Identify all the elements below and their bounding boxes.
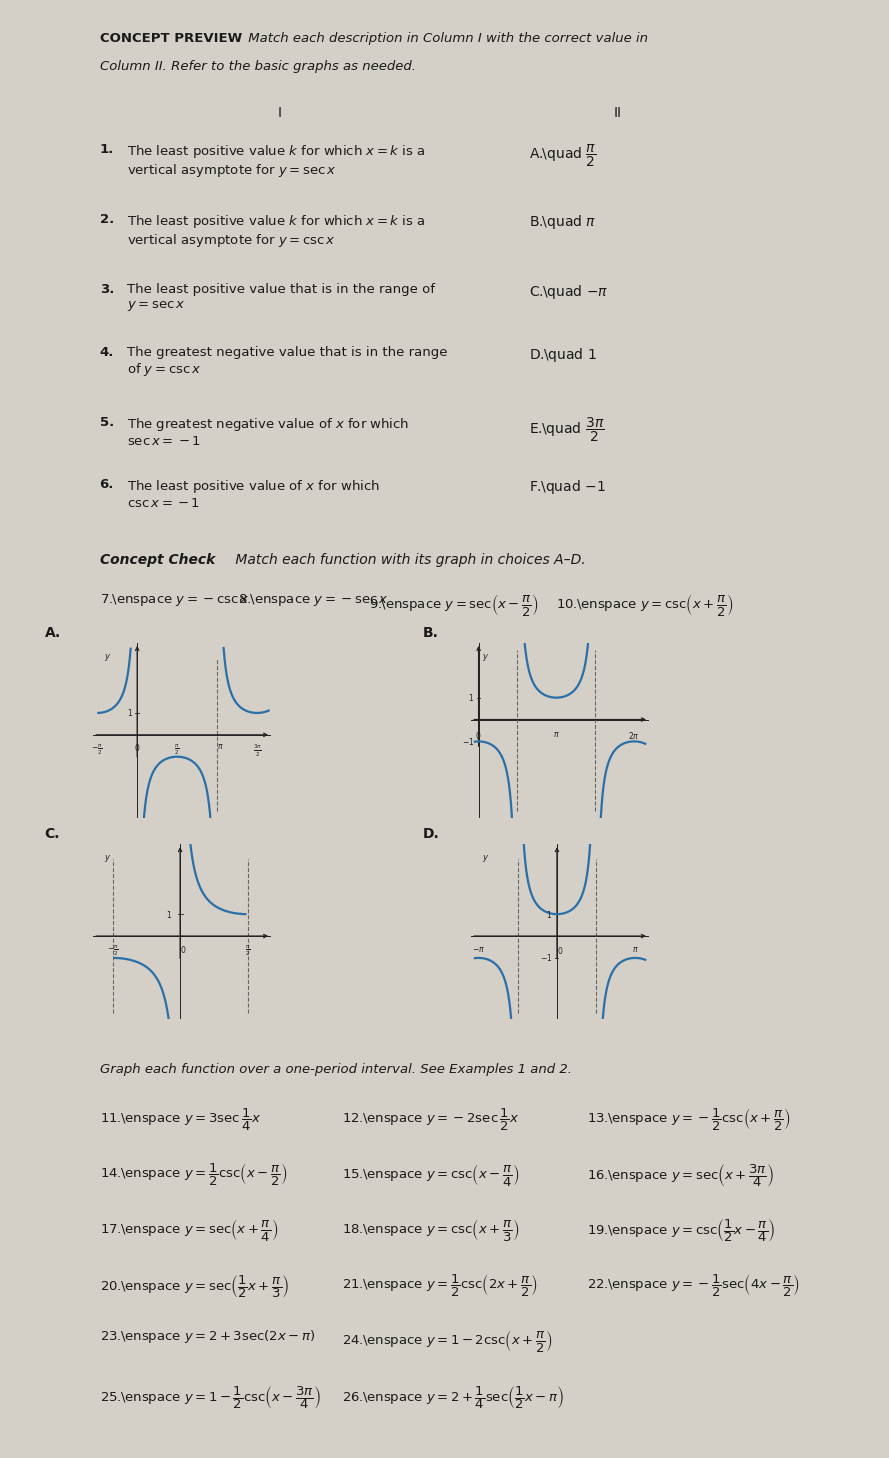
Text: 7.\enspace $y = -\csc x$: 7.\enspace $y = -\csc x$ — [100, 592, 249, 608]
Text: II: II — [614, 106, 621, 121]
Text: Match each function with its graph in choices A–D.: Match each function with its graph in ch… — [231, 553, 586, 567]
Text: I: I — [278, 106, 282, 121]
Text: 17.\enspace $y = \sec\!\left(x + \dfrac{\pi}{4}\right)$: 17.\enspace $y = \sec\!\left(x + \dfrac{… — [100, 1217, 277, 1244]
Text: D.\quad $1$: D.\quad $1$ — [529, 346, 597, 363]
Text: 1.: 1. — [100, 143, 114, 156]
Text: B.: B. — [422, 625, 438, 640]
Text: A.: A. — [44, 625, 60, 640]
Text: $\frac{3\pi}{2}$: $\frac{3\pi}{2}$ — [252, 742, 261, 758]
Text: $0$: $0$ — [134, 742, 140, 754]
Text: Match each description in Column I with the correct value in: Match each description in Column I with … — [244, 32, 648, 45]
Text: 15.\enspace $y = \csc\!\left(x - \dfrac{\pi}{4}\right)$: 15.\enspace $y = \csc\!\left(x - \dfrac{… — [342, 1162, 519, 1188]
Text: 21.\enspace $y = \dfrac{1}{2}\csc\!\left(2x + \dfrac{\pi}{2}\right)$: 21.\enspace $y = \dfrac{1}{2}\csc\!\left… — [342, 1273, 538, 1299]
Text: $-\pi$: $-\pi$ — [472, 945, 485, 954]
Text: $0$: $0$ — [557, 945, 564, 956]
Text: 2.: 2. — [100, 213, 114, 226]
Text: 3.: 3. — [100, 283, 114, 296]
Text: Column II. Refer to the basic graphs as needed.: Column II. Refer to the basic graphs as … — [100, 60, 415, 73]
Text: $\pi$: $\pi$ — [632, 945, 638, 954]
Text: 20.\enspace $y = \sec\!\left(\dfrac{1}{2}x + \dfrac{\pi}{3}\right)$: 20.\enspace $y = \sec\!\left(\dfrac{1}{2… — [100, 1273, 289, 1301]
Text: 16.\enspace $y = \sec\!\left(x + \dfrac{3\pi}{4}\right)$: 16.\enspace $y = \sec\!\left(x + \dfrac{… — [587, 1162, 774, 1190]
Text: $\frac{\pi}{2}$: $\frac{\pi}{2}$ — [174, 742, 180, 757]
Text: $\pi$: $\pi$ — [217, 742, 224, 751]
Text: 26.\enspace $y = 2 + \dfrac{1}{4}\sec\!\left(\dfrac{1}{2}x - \pi\right)$: 26.\enspace $y = 2 + \dfrac{1}{4}\sec\!\… — [342, 1384, 565, 1411]
Text: $0$: $0$ — [476, 730, 482, 742]
Text: $2\pi$: $2\pi$ — [629, 730, 640, 742]
Text: 13.\enspace $y = -\dfrac{1}{2}\csc\!\left(x + \dfrac{\pi}{2}\right)$: 13.\enspace $y = -\dfrac{1}{2}\csc\!\lef… — [587, 1107, 790, 1133]
Text: $1$: $1$ — [166, 908, 172, 920]
Text: $-1$: $-1$ — [540, 952, 552, 964]
Text: 9.\enspace $y = \sec\!\left(x - \dfrac{\pi}{2}\right)$: 9.\enspace $y = \sec\!\left(x - \dfrac{\… — [369, 592, 539, 618]
Text: 23.\enspace $y = 2 + 3\sec(2x - \pi)$: 23.\enspace $y = 2 + 3\sec(2x - \pi)$ — [100, 1328, 315, 1346]
Text: $0$: $0$ — [180, 943, 187, 955]
Text: Graph each function over a one-period interval. See Examples 1 and 2.: Graph each function over a one-period in… — [100, 1063, 572, 1076]
Text: $\pi$: $\pi$ — [553, 730, 560, 739]
Text: $y$: $y$ — [482, 853, 489, 865]
Text: 25.\enspace $y = 1 - \dfrac{1}{2}\csc\!\left(x - \dfrac{3\pi}{4}\right)$: 25.\enspace $y = 1 - \dfrac{1}{2}\csc\!\… — [100, 1384, 321, 1411]
Text: $y$: $y$ — [104, 853, 111, 865]
Text: $1$: $1$ — [547, 908, 552, 920]
Text: The greatest negative value of $x$ for which
$\sec x = -1$: The greatest negative value of $x$ for w… — [127, 416, 409, 448]
Text: 22.\enspace $y = -\dfrac{1}{2}\sec\!\left(4x - \dfrac{\pi}{2}\right)$: 22.\enspace $y = -\dfrac{1}{2}\sec\!\lef… — [587, 1273, 800, 1299]
Text: 18.\enspace $y = \csc\!\left(x + \dfrac{\pi}{3}\right)$: 18.\enspace $y = \csc\!\left(x + \dfrac{… — [342, 1217, 519, 1244]
Text: $y$: $y$ — [104, 652, 111, 663]
Text: B.\quad $\pi$: B.\quad $\pi$ — [529, 213, 597, 230]
Text: $-1$: $-1$ — [461, 736, 474, 746]
Text: 11.\enspace $y = 3\sec\dfrac{1}{4}x$: 11.\enspace $y = 3\sec\dfrac{1}{4}x$ — [100, 1107, 260, 1133]
Text: $-\frac{\pi}{2}$: $-\frac{\pi}{2}$ — [107, 943, 118, 958]
Text: 19.\enspace $y = \csc\!\left(\dfrac{1}{2}x - \dfrac{\pi}{4}\right)$: 19.\enspace $y = \csc\!\left(\dfrac{1}{2… — [587, 1217, 775, 1245]
Text: E.\quad $\dfrac{3\pi}{2}$: E.\quad $\dfrac{3\pi}{2}$ — [529, 416, 605, 443]
Text: C.\quad $-\pi$: C.\quad $-\pi$ — [529, 283, 608, 300]
Text: 6.: 6. — [100, 478, 114, 491]
Text: A.\quad $\dfrac{\pi}{2}$: A.\quad $\dfrac{\pi}{2}$ — [529, 143, 597, 169]
Text: CONCEPT PREVIEW: CONCEPT PREVIEW — [100, 32, 242, 45]
Text: C.: C. — [44, 827, 60, 841]
Text: 5.: 5. — [100, 416, 114, 429]
Text: 14.\enspace $y = \dfrac{1}{2}\csc\!\left(x - \dfrac{\pi}{2}\right)$: 14.\enspace $y = \dfrac{1}{2}\csc\!\left… — [100, 1162, 287, 1188]
Text: The least positive value that is in the range of
$y = \sec x$: The least positive value that is in the … — [127, 283, 435, 313]
Text: The least positive value $k$ for which $x = k$ is a
vertical asymptote for $y = : The least positive value $k$ for which $… — [127, 213, 426, 249]
Text: $\frac{\pi}{2}$: $\frac{\pi}{2}$ — [244, 943, 250, 958]
Text: $-\frac{\pi}{2}$: $-\frac{\pi}{2}$ — [92, 742, 103, 757]
Text: 10.\enspace $y = \csc\!\left(x + \dfrac{\pi}{2}\right)$: 10.\enspace $y = \csc\!\left(x + \dfrac{… — [556, 592, 733, 618]
Text: 4.: 4. — [100, 346, 114, 359]
Text: Concept Check: Concept Check — [100, 553, 215, 567]
Text: D.: D. — [422, 827, 439, 841]
Text: 8.\enspace $y = -\sec x$: 8.\enspace $y = -\sec x$ — [238, 592, 388, 608]
Text: $1$: $1$ — [127, 707, 133, 719]
Text: 12.\enspace $y = -2\sec\dfrac{1}{2}x$: 12.\enspace $y = -2\sec\dfrac{1}{2}x$ — [342, 1107, 520, 1133]
Text: The least positive value $k$ for which $x = k$ is a
vertical asymptote for $y = : The least positive value $k$ for which $… — [127, 143, 426, 179]
Text: $y$: $y$ — [482, 652, 489, 663]
Text: 24.\enspace $y = 1 - 2\csc\!\left(x + \dfrac{\pi}{2}\right)$: 24.\enspace $y = 1 - 2\csc\!\left(x + \d… — [342, 1328, 553, 1354]
Text: F.\quad $-1$: F.\quad $-1$ — [529, 478, 605, 496]
Text: The least positive value of $x$ for which
$\csc x = -1$: The least positive value of $x$ for whic… — [127, 478, 380, 510]
Text: $1$: $1$ — [469, 693, 474, 703]
Text: The greatest negative value that is in the range
of $y = \csc x$: The greatest negative value that is in t… — [127, 346, 448, 378]
